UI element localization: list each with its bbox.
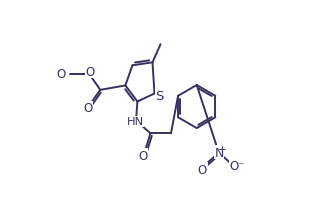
- Text: O: O: [83, 102, 93, 115]
- Text: O: O: [198, 163, 207, 176]
- Text: O⁻: O⁻: [230, 160, 245, 172]
- Text: O: O: [86, 65, 95, 78]
- Text: O: O: [138, 149, 147, 162]
- Text: S: S: [155, 90, 164, 102]
- Text: +: +: [218, 144, 226, 154]
- Text: HN: HN: [126, 117, 144, 127]
- Text: O: O: [57, 68, 66, 81]
- Text: N: N: [214, 146, 224, 159]
